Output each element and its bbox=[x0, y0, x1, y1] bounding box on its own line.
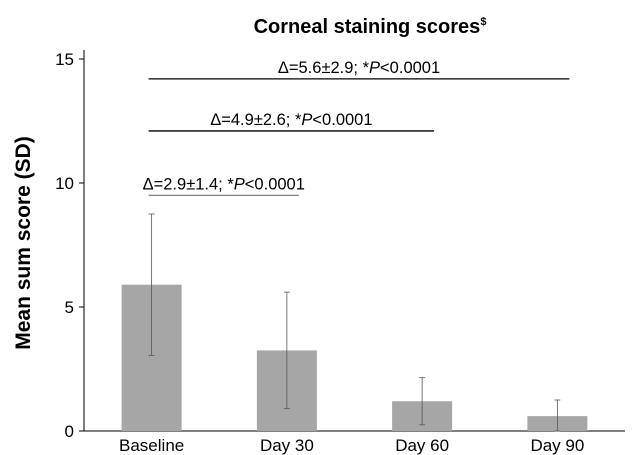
y-tick-label: 15 bbox=[55, 50, 74, 69]
significance-label-p: P bbox=[369, 59, 380, 77]
significance-label-value: <0.0001 bbox=[245, 175, 305, 193]
chart-title: Corneal staining scores$ bbox=[254, 16, 487, 38]
significance-label-delta: Δ=5.6±2.9; * bbox=[278, 59, 370, 77]
chart-title-superscript: $ bbox=[480, 16, 486, 28]
y-tick-label: 0 bbox=[65, 422, 74, 441]
significance-label-p: P bbox=[301, 111, 312, 129]
x-tick-label: Day 90 bbox=[530, 436, 584, 455]
significance-label-p: P bbox=[234, 175, 245, 193]
significance-label-value: <0.0001 bbox=[312, 111, 372, 129]
chart-title-text: Corneal staining scores bbox=[254, 16, 481, 38]
y-tick-label: 5 bbox=[65, 298, 74, 317]
y-tick-label: 10 bbox=[55, 174, 74, 193]
significance-label: Δ=5.6±2.9; *P<0.0001 bbox=[278, 59, 440, 77]
x-tick-label: Day 30 bbox=[260, 436, 314, 455]
chart-marks: 0 5 10 15 Baseline Day 30 Day 60 Day 90 Δ=2.9±1.… bbox=[55, 50, 588, 455]
significance-label: Δ=2.9±1.4; *P<0.0001 bbox=[143, 175, 305, 193]
x-tick-label: Day 60 bbox=[395, 436, 449, 455]
x-tick-label: Baseline bbox=[119, 436, 184, 455]
significance-label-value: <0.0001 bbox=[380, 59, 440, 77]
significance-label-delta: Δ=2.9±1.4; * bbox=[143, 175, 235, 193]
significance-label-delta: Δ=4.9±2.6; * bbox=[210, 111, 302, 129]
significance-label: Δ=4.9±2.6; *P<0.0001 bbox=[210, 111, 372, 129]
y-axis-label: Mean sum score (SD) bbox=[12, 136, 35, 350]
